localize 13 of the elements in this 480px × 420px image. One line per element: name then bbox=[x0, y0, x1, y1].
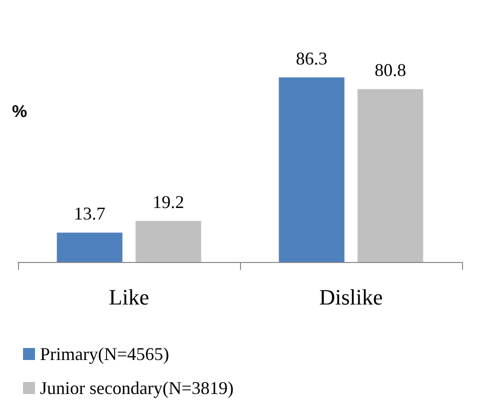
y-axis-title: % bbox=[12, 102, 28, 121]
bar bbox=[358, 89, 424, 262]
x-tick-label: Dislike bbox=[319, 284, 383, 310]
bar bbox=[136, 220, 202, 262]
legend-label: Junior secondary(N=3819) bbox=[40, 378, 234, 398]
bar bbox=[56, 232, 122, 262]
data-label: 86.3 bbox=[296, 48, 328, 68]
x-tick-label: Like bbox=[108, 284, 150, 310]
data-label: 19.2 bbox=[152, 192, 184, 212]
bar bbox=[278, 77, 344, 262]
data-label: 13.7 bbox=[74, 204, 106, 224]
data-label: 80.8 bbox=[374, 60, 406, 80]
legend-label: Primary(N=4565) bbox=[40, 344, 170, 364]
